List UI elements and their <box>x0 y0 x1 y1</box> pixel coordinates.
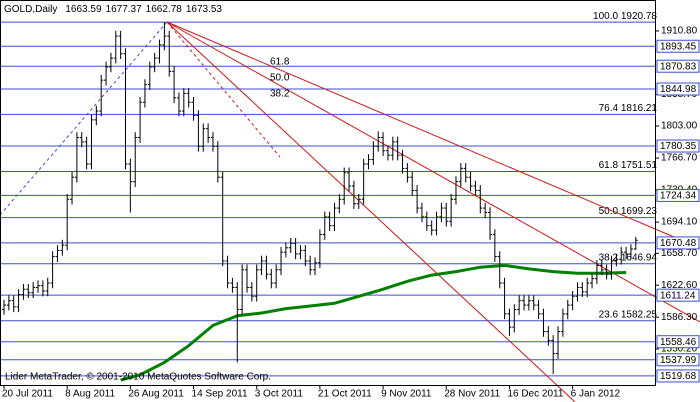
x-tick-label: 16 Dec 2011 <box>507 389 563 400</box>
level-label: 1537.99 <box>660 355 697 366</box>
fibo-base-line <box>0 21 168 216</box>
y-tick-label: 1766.70 <box>661 153 698 164</box>
fan-line <box>166 21 576 402</box>
level-label: 1611.24 <box>660 290 696 301</box>
level-label: 1724.34 <box>660 191 697 202</box>
fibo-label: 100.0 1920.78 <box>593 11 657 22</box>
chart-header: GOLD,Daily 1663.59 1677.37 1662.78 1673.53 <box>4 4 222 15</box>
level-box <box>656 139 700 153</box>
x-tick-label: 8 Aug 2011 <box>65 389 115 400</box>
last-close: 1673.53 <box>186 4 223 15</box>
fan-line <box>166 21 700 249</box>
y-tick-label: 1803.00 <box>661 121 698 132</box>
level-box <box>656 353 700 367</box>
y-tick-label: 1658.70 <box>661 248 698 259</box>
fibo-label: 23.6 1582.25 <box>599 309 658 320</box>
fibo-label: 76.4 1816.21 <box>599 103 658 114</box>
fan-label: 50.0 <box>270 73 290 84</box>
y-tick-label: 1694.10 <box>661 217 698 228</box>
level-box <box>656 188 700 202</box>
fan-label: 38.2 <box>270 89 290 100</box>
last-low: 1662.78 <box>146 4 183 15</box>
level-box <box>656 369 700 383</box>
plot-area: 100.0 1920.78 76.4 1816.21 61.8 1751.51 50.… <box>0 11 700 402</box>
y-tick-label: 1910.80 <box>661 26 698 37</box>
y-tick-label: 1586.30 <box>661 312 698 323</box>
x-tick-label: 6 Jan 2012 <box>571 389 621 400</box>
x-tick-label: 21 Oct 2011 <box>318 389 372 400</box>
fibo-label: 61.8 1751.51 <box>599 160 658 171</box>
last-open: 1663.59 <box>65 4 102 15</box>
level-box <box>656 236 700 250</box>
x-tick-label: 14 Sep 2011 <box>192 389 248 400</box>
y-tick-label: 1550.20 <box>661 344 698 355</box>
level-label: 1844.98 <box>660 84 697 95</box>
level-label: 1670.48 <box>660 238 697 249</box>
x-tick-label: 28 Nov 2011 <box>444 389 500 400</box>
last-high: 1677.37 <box>106 4 143 15</box>
level-label: 1780.35 <box>660 141 697 152</box>
level-box <box>656 335 700 349</box>
level-box <box>656 59 700 73</box>
plot-frame <box>0 0 656 386</box>
y-tick-label: 1622.60 <box>661 280 698 291</box>
chart-title: GOLD,Daily <box>4 4 57 15</box>
x-tick-label: 3 Oct 2011 <box>255 389 304 400</box>
level-label: 1893.45 <box>660 41 697 52</box>
level-box <box>656 82 700 96</box>
footer-note: Lider MetaTrader, © 2001-2010 MetaQuotes… <box>5 372 271 383</box>
level-label: 1558.46 <box>660 337 697 348</box>
level-box <box>656 288 700 302</box>
moving-average <box>120 263 627 382</box>
level-box <box>656 39 700 53</box>
x-tick-label: 9 Nov 2011 <box>381 389 432 400</box>
x-tick-label: 26 Aug 2011 <box>128 389 184 400</box>
x-tick-label: 20 Jul 2011 <box>2 389 53 400</box>
fibo-label: 50.0 1699.23 <box>599 206 658 217</box>
fan-label: 61.8 <box>270 57 290 68</box>
level-label: 1519.68 <box>660 371 697 382</box>
fan-base-line <box>166 21 281 158</box>
level-label: 1870.83 <box>660 61 697 72</box>
fibo-label: 38.2 1646.94 <box>599 252 658 263</box>
